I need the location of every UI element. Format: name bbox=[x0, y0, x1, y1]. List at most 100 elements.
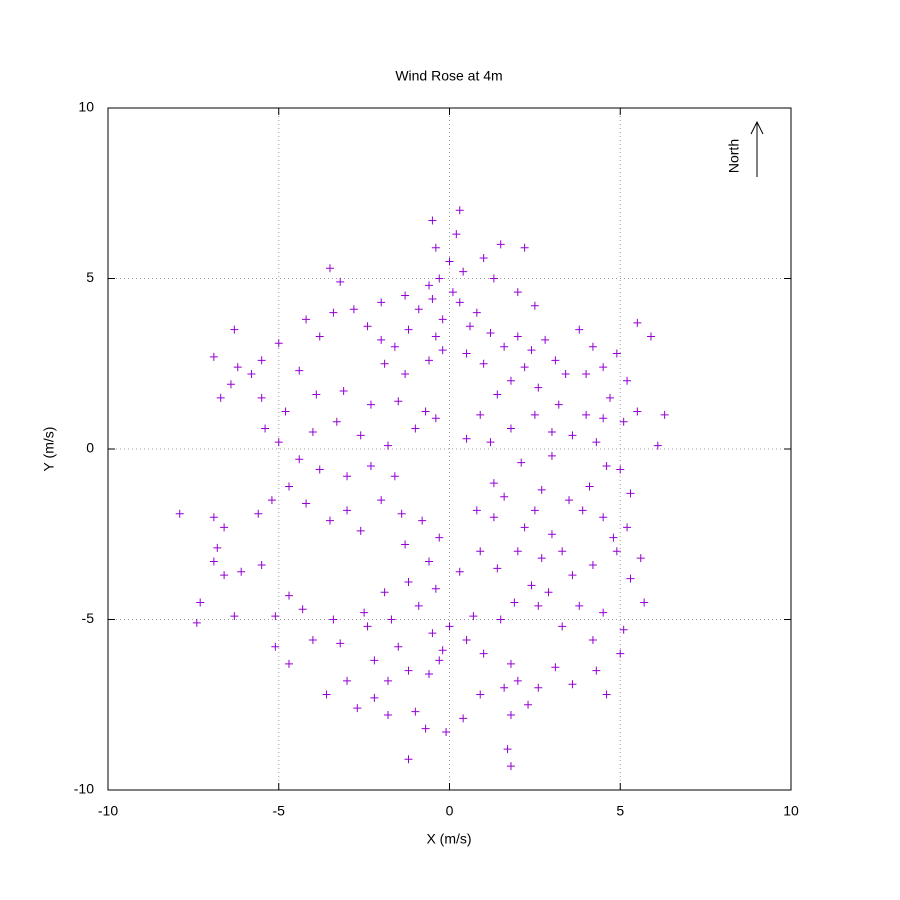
data-point bbox=[325, 516, 334, 525]
data-point bbox=[530, 410, 539, 419]
data-point bbox=[428, 294, 437, 303]
data-point bbox=[527, 581, 536, 590]
data-point bbox=[609, 533, 618, 542]
data-point bbox=[431, 332, 440, 341]
data-point bbox=[431, 243, 440, 252]
data-point bbox=[377, 298, 386, 307]
chart-title: Wind Rose at 4m bbox=[395, 68, 502, 84]
data-point bbox=[623, 523, 632, 532]
data-point bbox=[404, 577, 413, 586]
y-axis-label: Y (m/s) bbox=[41, 427, 57, 472]
data-point bbox=[220, 523, 229, 532]
data-point bbox=[530, 506, 539, 515]
data-point bbox=[623, 376, 632, 385]
x-tick-label: 0 bbox=[446, 803, 454, 819]
data-point bbox=[510, 598, 519, 607]
data-point bbox=[295, 455, 304, 464]
data-point bbox=[425, 281, 434, 290]
data-point bbox=[445, 622, 454, 631]
data-point bbox=[254, 509, 263, 518]
data-point bbox=[435, 656, 444, 665]
x-tick-label: -10 bbox=[98, 803, 118, 819]
data-point bbox=[558, 622, 567, 631]
data-point bbox=[390, 472, 399, 481]
data-point bbox=[527, 346, 536, 355]
data-point bbox=[612, 547, 621, 556]
data-point bbox=[261, 424, 270, 433]
data-point bbox=[599, 363, 608, 372]
y-tick-label: 5 bbox=[86, 269, 94, 285]
data-point bbox=[366, 462, 375, 471]
data-point bbox=[520, 243, 529, 252]
data-point bbox=[175, 509, 184, 518]
data-point bbox=[404, 666, 413, 675]
data-point bbox=[459, 714, 468, 723]
data-point bbox=[578, 506, 587, 515]
data-point bbox=[220, 571, 229, 580]
y-tick-label: 10 bbox=[78, 99, 94, 115]
data-point bbox=[462, 635, 471, 644]
data-point bbox=[455, 298, 464, 307]
data-point bbox=[493, 390, 502, 399]
data-point bbox=[230, 325, 239, 334]
data-point bbox=[592, 438, 601, 447]
data-point bbox=[274, 339, 283, 348]
data-point bbox=[476, 547, 485, 556]
data-point bbox=[506, 762, 515, 771]
data-point bbox=[599, 414, 608, 423]
data-point bbox=[237, 567, 246, 576]
data-point bbox=[486, 329, 495, 338]
data-point bbox=[619, 625, 628, 634]
data-point bbox=[360, 608, 369, 617]
data-point bbox=[315, 332, 324, 341]
data-point bbox=[476, 690, 485, 699]
data-point bbox=[315, 465, 324, 474]
data-point bbox=[534, 683, 543, 692]
data-point bbox=[271, 642, 280, 651]
data-point bbox=[370, 693, 379, 702]
data-point bbox=[366, 400, 375, 409]
data-point bbox=[298, 605, 307, 614]
x-tick-label: -5 bbox=[273, 803, 286, 819]
data-point bbox=[537, 554, 546, 563]
data-point bbox=[435, 533, 444, 542]
data-point bbox=[537, 485, 546, 494]
data-point bbox=[295, 366, 304, 375]
data-point bbox=[192, 618, 201, 627]
data-point bbox=[302, 499, 311, 508]
data-point bbox=[384, 676, 393, 685]
data-point bbox=[472, 308, 481, 317]
data-point bbox=[325, 264, 334, 273]
data-point bbox=[585, 482, 594, 491]
data-point bbox=[209, 513, 218, 522]
data-point bbox=[486, 438, 495, 447]
data-point bbox=[619, 417, 628, 426]
points bbox=[175, 206, 669, 771]
data-point bbox=[312, 390, 321, 399]
data-point bbox=[602, 690, 611, 699]
data-point bbox=[425, 356, 434, 365]
data-point bbox=[606, 393, 615, 402]
data-point bbox=[438, 315, 447, 324]
data-point bbox=[551, 356, 560, 365]
data-point bbox=[459, 267, 468, 276]
data-point bbox=[343, 506, 352, 515]
data-point bbox=[633, 318, 642, 327]
data-point bbox=[438, 346, 447, 355]
data-point bbox=[520, 363, 529, 372]
data-point bbox=[213, 543, 222, 552]
data-point bbox=[425, 670, 434, 679]
data-point bbox=[462, 434, 471, 443]
data-point bbox=[568, 571, 577, 580]
data-point bbox=[558, 547, 567, 556]
data-point bbox=[568, 431, 577, 440]
data-point bbox=[421, 407, 430, 416]
data-point bbox=[322, 690, 331, 699]
data-point bbox=[513, 547, 522, 556]
data-point bbox=[404, 755, 413, 764]
data-point bbox=[568, 680, 577, 689]
data-point bbox=[506, 659, 515, 668]
data-point bbox=[517, 458, 526, 467]
